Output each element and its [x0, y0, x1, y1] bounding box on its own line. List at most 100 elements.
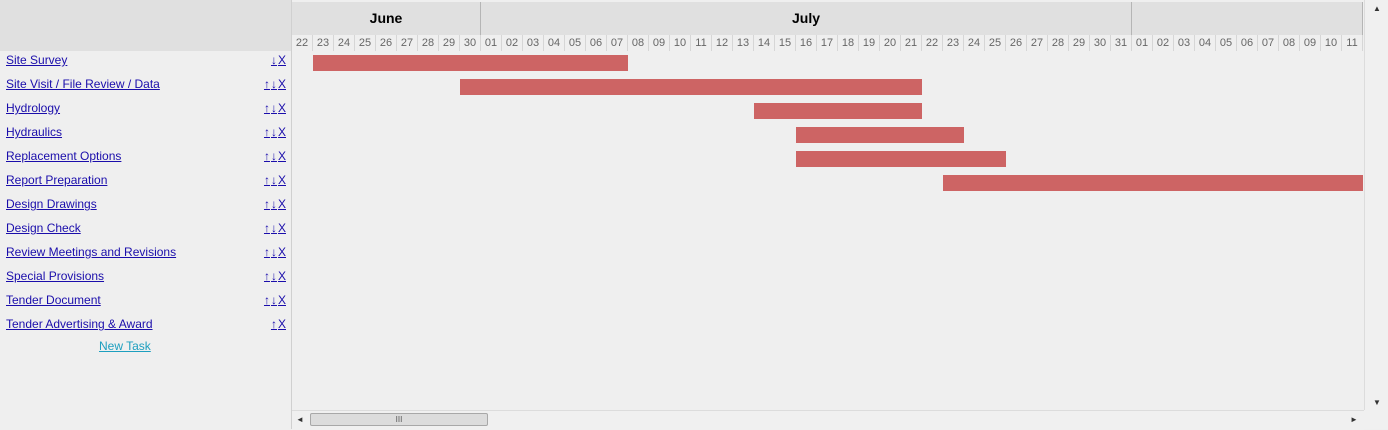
- day-header: 12: [712, 35, 733, 51]
- task-name-link[interactable]: Tender Document: [6, 293, 101, 307]
- task-name-link[interactable]: Report Preparation: [6, 173, 108, 187]
- day-header: 25: [985, 35, 1006, 51]
- task-name-link[interactable]: Site Survey: [6, 53, 68, 67]
- day-header: 08: [1279, 35, 1300, 51]
- task-name-link[interactable]: Design Drawings: [6, 197, 97, 211]
- task-controls: ↑↓X: [263, 197, 286, 211]
- task-bar[interactable]: [796, 151, 1006, 167]
- day-header: 26: [376, 35, 397, 51]
- day-header: 23: [313, 35, 334, 51]
- task-controls: ↑↓X: [263, 125, 286, 139]
- task-controls: ↑↓X: [263, 245, 286, 259]
- day-header: 31: [1111, 35, 1132, 51]
- task-row: Design Drawings ↑↓X: [0, 195, 291, 219]
- day-header: 06: [1237, 35, 1258, 51]
- delete-task-link[interactable]: X: [277, 245, 286, 259]
- move-down-arrow-icon[interactable]: ↓: [270, 293, 277, 307]
- task-name-link[interactable]: Hydraulics: [6, 125, 63, 139]
- vertical-scrollbar[interactable]: ▲ ▼: [1364, 0, 1388, 410]
- move-down-arrow-icon[interactable]: ↓: [270, 245, 277, 259]
- move-down-arrow-icon[interactable]: ↓: [270, 197, 277, 211]
- task-name-link[interactable]: Design Check: [6, 221, 81, 235]
- move-down-arrow-icon[interactable]: ↓: [270, 101, 277, 115]
- task-controls: ↑↓X: [263, 149, 286, 163]
- move-up-arrow-icon[interactable]: ↑: [263, 125, 270, 139]
- month-header: July: [481, 2, 1132, 35]
- move-up-arrow-icon[interactable]: ↑: [263, 173, 270, 187]
- day-header: 29: [1069, 35, 1090, 51]
- horizontal-scroll-thumb[interactable]: III: [310, 413, 488, 426]
- day-header: 24: [334, 35, 355, 51]
- delete-task-link[interactable]: X: [277, 125, 286, 139]
- delete-task-link[interactable]: X: [277, 149, 286, 163]
- day-header: 11: [1342, 35, 1363, 51]
- move-down-arrow-icon[interactable]: ↓: [270, 269, 277, 283]
- new-task-link[interactable]: New Task: [99, 339, 151, 353]
- task-row: Design Check ↑↓X: [0, 219, 291, 243]
- move-up-arrow-icon[interactable]: ↑: [263, 149, 270, 163]
- day-header-row: 22 23 24 25 26 27 28 29 30 01 02 03 04 05 06 07 08 09 10 11…: [292, 35, 1364, 51]
- day-header: 05: [1216, 35, 1237, 51]
- move-up-arrow-icon[interactable]: ↑: [270, 317, 277, 331]
- task-name-link[interactable]: Special Provisions: [6, 269, 105, 283]
- day-header: 06: [586, 35, 607, 51]
- day-header: 25: [355, 35, 376, 51]
- delete-task-link[interactable]: X: [277, 173, 286, 187]
- delete-task-link[interactable]: X: [277, 77, 286, 91]
- task-name-link[interactable]: Hydrology: [6, 101, 61, 115]
- day-header: 27: [397, 35, 418, 51]
- day-header: 24: [964, 35, 985, 51]
- move-down-arrow-icon[interactable]: ↓: [270, 149, 277, 163]
- scroll-right-arrow-icon[interactable]: ►: [1350, 415, 1358, 424]
- delete-task-link[interactable]: X: [277, 317, 286, 331]
- task-row: Tender Advertising & Award ↑X: [0, 315, 291, 339]
- task-bar[interactable]: [943, 175, 1363, 191]
- task-row: Report Preparation ↑↓X: [0, 171, 291, 195]
- day-header: 14: [754, 35, 775, 51]
- day-header: 09: [1300, 35, 1321, 51]
- day-header: 15: [775, 35, 796, 51]
- day-header: 11: [691, 35, 712, 51]
- move-up-arrow-icon[interactable]: ↑: [263, 77, 270, 91]
- delete-task-link[interactable]: X: [277, 293, 286, 307]
- horizontal-scrollbar[interactable]: ◄ III ►: [292, 410, 1364, 430]
- move-up-arrow-icon[interactable]: ↑: [263, 101, 270, 115]
- task-name-link[interactable]: Replacement Options: [6, 149, 122, 163]
- move-down-arrow-icon[interactable]: ↓: [270, 53, 277, 67]
- move-up-arrow-icon[interactable]: ↑: [263, 293, 270, 307]
- task-name-link[interactable]: Tender Advertising & Award: [6, 317, 153, 331]
- move-up-arrow-icon[interactable]: ↑: [263, 269, 270, 283]
- task-bar[interactable]: [796, 127, 964, 143]
- delete-task-link[interactable]: X: [277, 101, 286, 115]
- delete-task-link[interactable]: X: [277, 269, 286, 283]
- scroll-left-arrow-icon[interactable]: ◄: [296, 415, 304, 424]
- task-bar[interactable]: [754, 103, 922, 119]
- move-up-arrow-icon[interactable]: ↑: [263, 245, 270, 259]
- scroll-down-arrow-icon[interactable]: ▼: [1373, 398, 1381, 407]
- move-down-arrow-icon[interactable]: ↓: [270, 125, 277, 139]
- task-bar[interactable]: [313, 55, 628, 71]
- scroll-up-arrow-icon[interactable]: ▲: [1373, 4, 1381, 13]
- day-header: 02: [1153, 35, 1174, 51]
- day-header: 29: [439, 35, 460, 51]
- scrollbar-corner: [1364, 410, 1388, 429]
- task-controls: ↑↓X: [263, 101, 286, 115]
- task-row: Hydrology ↑↓X: [0, 99, 291, 123]
- task-controls: ↑↓X: [263, 221, 286, 235]
- task-bar[interactable]: [460, 79, 922, 95]
- move-down-arrow-icon[interactable]: ↓: [270, 221, 277, 235]
- move-down-arrow-icon[interactable]: ↓: [270, 77, 277, 91]
- delete-task-link[interactable]: X: [277, 221, 286, 235]
- gantt-bars-area: [292, 51, 1364, 410]
- task-controls: ↑↓X: [263, 293, 286, 307]
- move-up-arrow-icon[interactable]: ↑: [263, 197, 270, 211]
- task-name-link[interactable]: Site Visit / File Review / Data: [6, 77, 160, 91]
- move-up-arrow-icon[interactable]: ↑: [263, 221, 270, 235]
- task-name-link[interactable]: Review Meetings and Revisions: [6, 245, 177, 259]
- move-down-arrow-icon[interactable]: ↓: [270, 173, 277, 187]
- delete-task-link[interactable]: X: [277, 53, 286, 67]
- delete-task-link[interactable]: X: [277, 197, 286, 211]
- task-row: Tender Document ↑↓X: [0, 291, 291, 315]
- day-header: 03: [523, 35, 544, 51]
- day-header: 22: [292, 35, 313, 51]
